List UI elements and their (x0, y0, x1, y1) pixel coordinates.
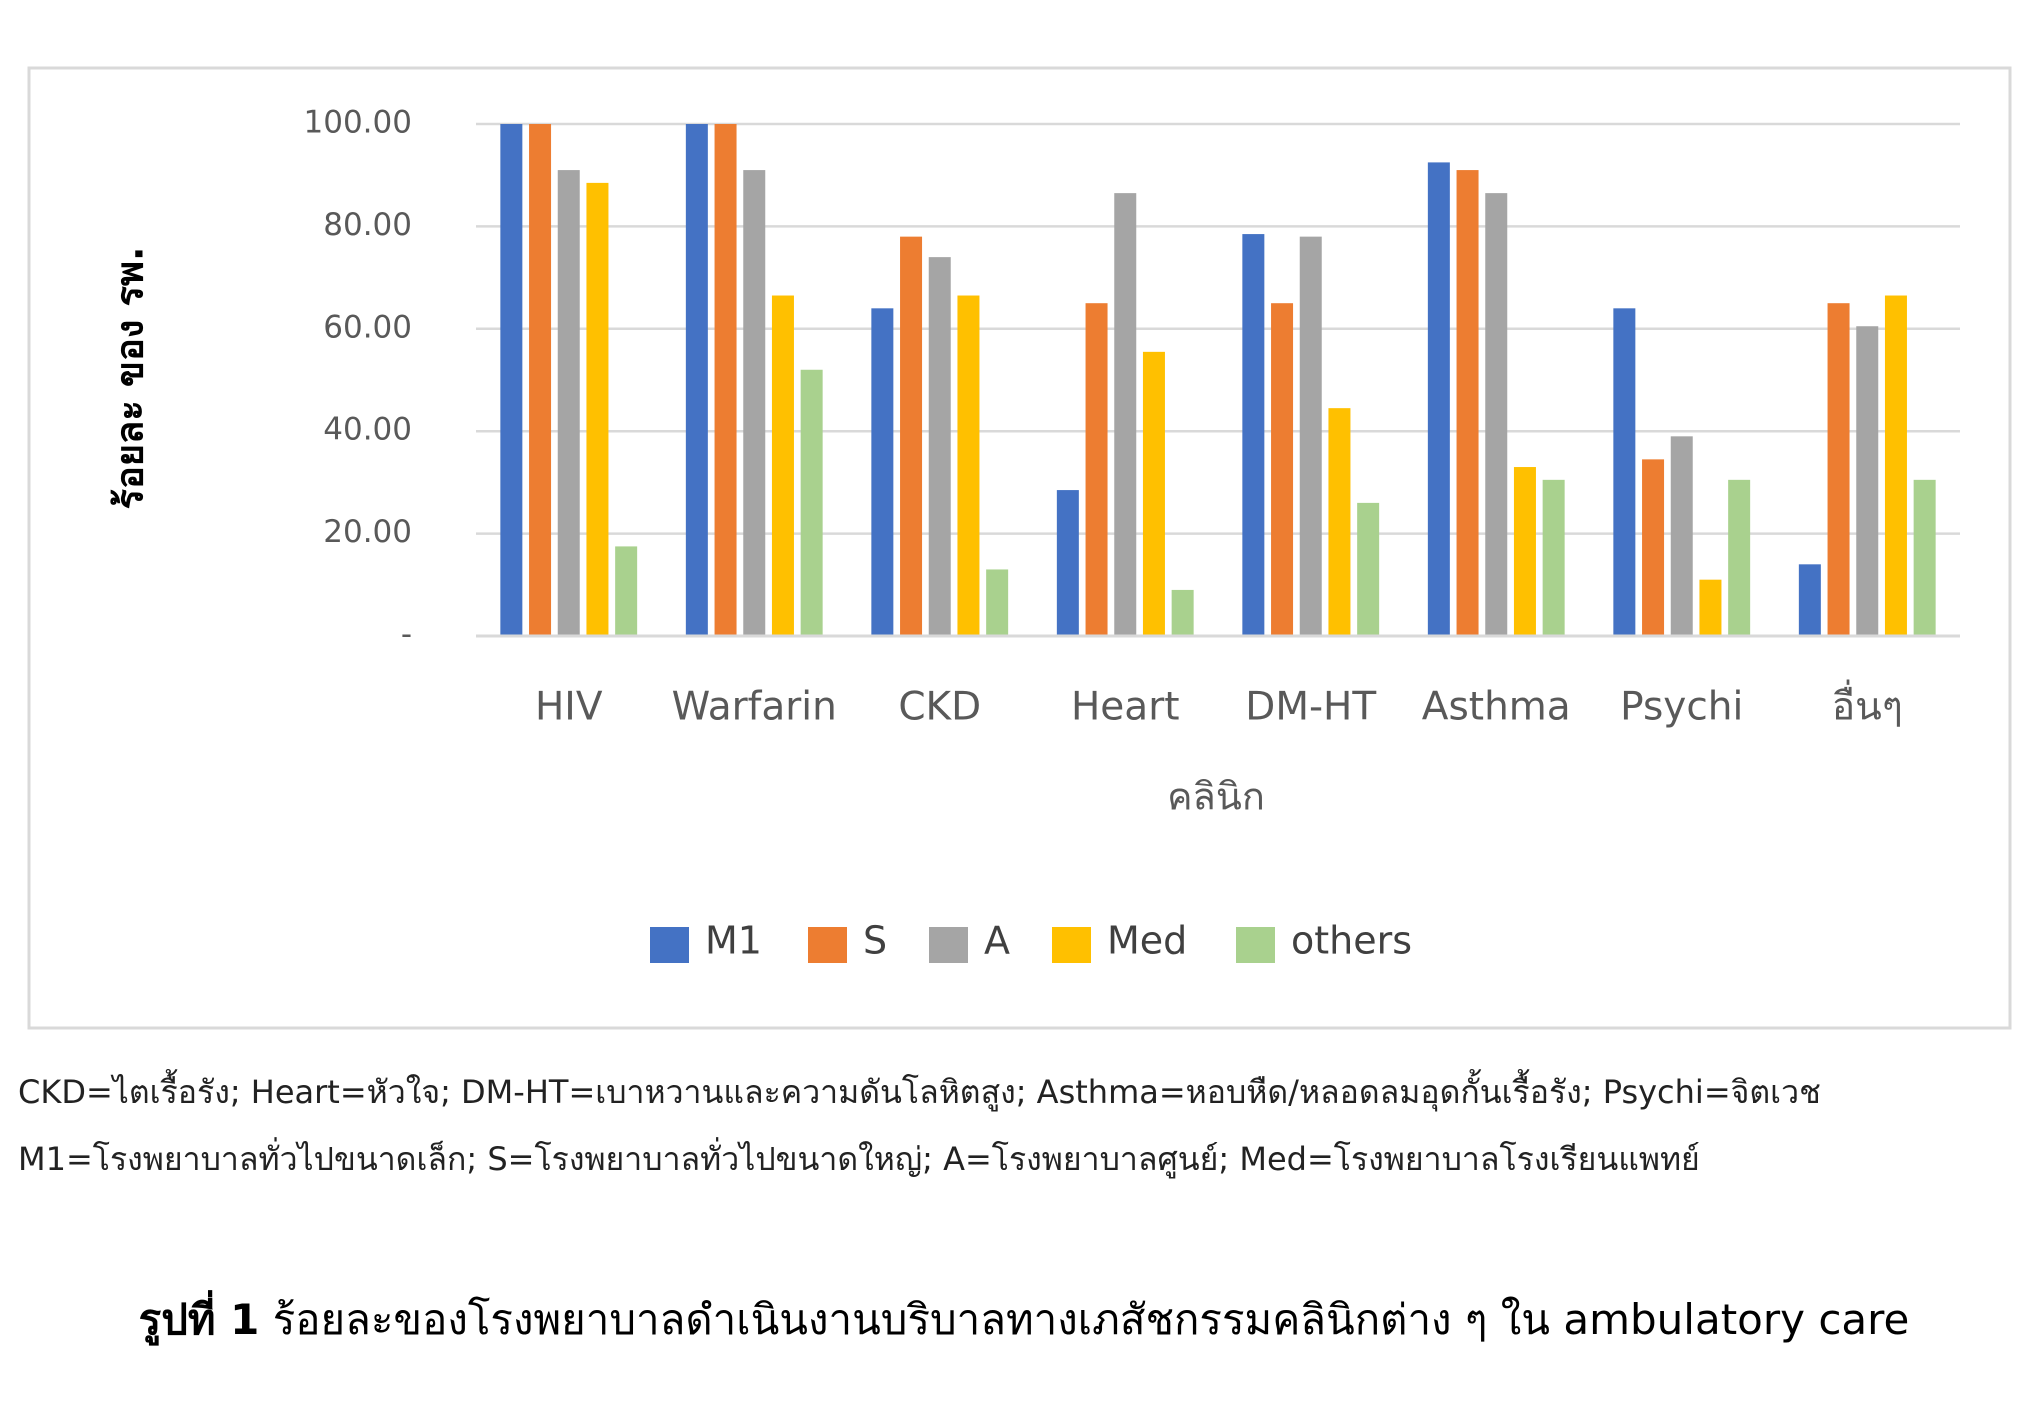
y-tick-label: 40.00 (323, 412, 412, 448)
bar (1728, 479, 1751, 636)
x-tick-label: HIV (535, 685, 603, 730)
legend-label: A (984, 919, 1010, 963)
y-tick-label: 80.00 (323, 207, 412, 243)
bar (685, 124, 708, 636)
y-axis-title: ร้อยละ ของ รพ. (108, 247, 152, 510)
footnote: CKD=ไตเรื้อรัง; Heart=หัวใจ; DM-HT=เบาหว… (18, 1069, 1821, 1112)
bar (1242, 234, 1265, 636)
legend-label: others (1291, 919, 1412, 963)
bar (1456, 170, 1479, 636)
x-tick-label: Heart (1071, 685, 1180, 730)
legend-swatch (650, 927, 689, 963)
footnote: M1=โรงพยาบาลทั่วไปขนาดเล็ก; S=โรงพยาบาลท… (18, 1137, 1700, 1179)
y-tick-label: 20.00 (323, 514, 412, 550)
bar (1171, 589, 1194, 636)
y-tick-label: 100.00 (304, 105, 412, 141)
bar (1884, 295, 1907, 636)
bar (1485, 193, 1508, 636)
x-tick-label: CKD (898, 685, 981, 730)
y-tick-label: 60.00 (323, 309, 412, 345)
x-axis-title: คลินิก (1167, 775, 1265, 819)
caption-text: ร้อยละของโรงพยาบาลดำเนินงานบริบาลทางเภสั… (259, 1295, 1909, 1344)
bar (1699, 579, 1722, 636)
bar (1056, 490, 1079, 636)
bar (928, 257, 951, 636)
bar (500, 124, 523, 636)
bar (1798, 564, 1821, 636)
bar (771, 295, 794, 636)
caption: รูปที่ 1 ร้อยละของโรงพยาบาลดำเนินงานบริบ… (139, 1290, 1910, 1346)
bar (1513, 467, 1536, 636)
legend-label: M1 (705, 919, 762, 963)
bar (986, 569, 1009, 636)
legend-swatch (929, 927, 968, 963)
legend-swatch (1236, 927, 1275, 963)
bar (1856, 326, 1879, 636)
bar (1085, 303, 1108, 636)
bar (1827, 303, 1850, 636)
bar (1613, 308, 1636, 636)
x-tick-label: Warfarin (672, 685, 837, 730)
x-tick-label: DM-HT (1245, 685, 1376, 730)
caption-label: รูปที่ 1 (139, 1290, 260, 1346)
bar (1427, 162, 1450, 636)
bar (529, 124, 552, 636)
bar (1913, 479, 1936, 636)
bar (800, 369, 823, 636)
x-tick-label: Psychi (1620, 685, 1743, 730)
bar (743, 170, 766, 636)
bar (714, 124, 737, 636)
legend-swatch (1052, 927, 1091, 963)
bar (557, 170, 580, 636)
x-tick-label: Asthma (1422, 685, 1571, 730)
bar (1114, 193, 1137, 636)
bar (1670, 436, 1693, 636)
bar (871, 308, 894, 636)
x-tick-label: อื่นๆ (1832, 680, 1903, 730)
legend-label: Med (1107, 919, 1187, 963)
bar (586, 182, 609, 636)
legend-swatch (808, 927, 847, 963)
bar (1142, 351, 1165, 636)
bar (900, 236, 923, 636)
bar (1542, 479, 1565, 636)
bar (615, 546, 638, 636)
bar (957, 295, 980, 636)
bar (1271, 303, 1294, 636)
bar (1299, 236, 1322, 636)
bar (1328, 408, 1351, 636)
legend-label: S (863, 919, 887, 963)
y-tick-label: - (401, 617, 412, 653)
bar (1357, 502, 1380, 636)
bar (1642, 459, 1665, 636)
